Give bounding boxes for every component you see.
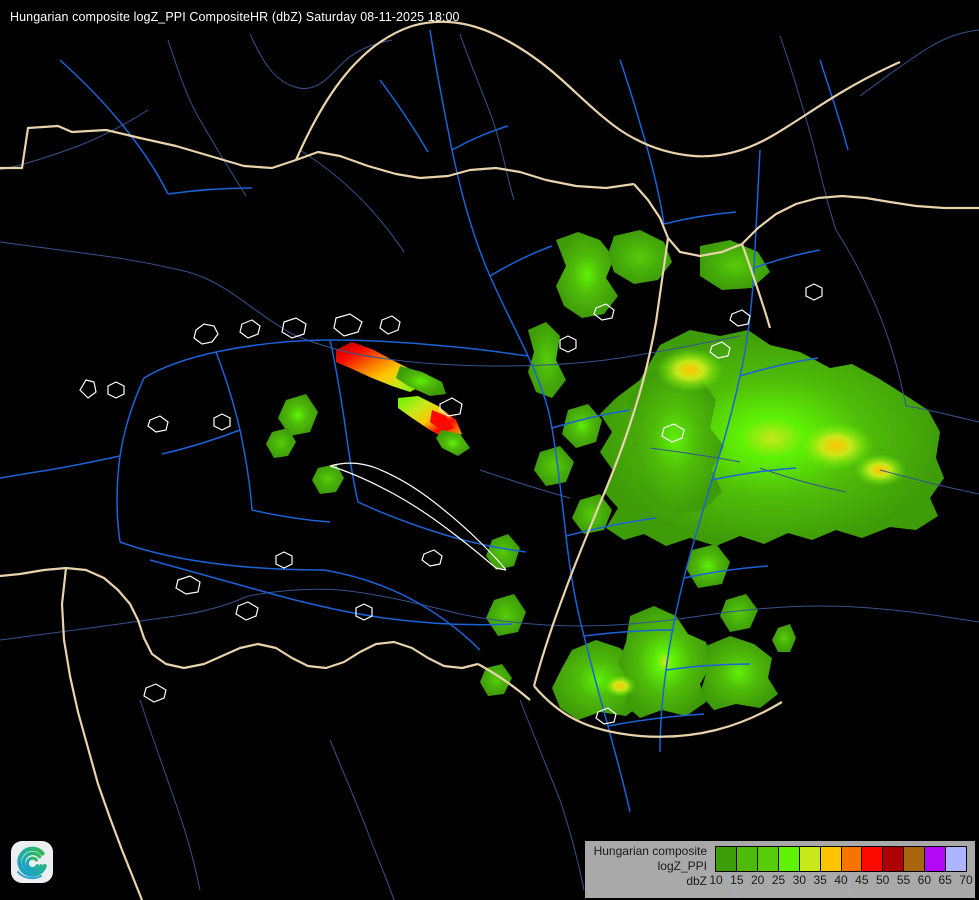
page-title: Hungarian composite logZ_PPI CompositeHR… [10, 10, 460, 24]
tick-label-15: 15 [730, 873, 744, 887]
tick-label-10: 10 [709, 873, 723, 887]
admin-boundary-layer [0, 29, 979, 900]
legend-panel: Hungarian composite logZ_PPI dbZ 10 15 20 2… [585, 841, 975, 898]
echo-blob-west-1 [278, 394, 318, 436]
echo-south-cluster-far-e [772, 624, 796, 652]
echo-mid-blob-b [534, 446, 574, 486]
echo-northeast-extension [626, 366, 724, 514]
tick-label-25: 25 [771, 873, 786, 887]
echo-mid-blob-e [486, 534, 520, 570]
echo-south-yellow-core [604, 675, 636, 697]
national-border-layer [0, 20, 979, 900]
legend-caption-line-2: logZ_PPI [657, 859, 707, 873]
color-bar-tick-labels: 10 15 20 25 30 35 40 45 50 55 60 65 70 [709, 873, 972, 891]
echo-ne-yellow-core-2 [798, 422, 874, 470]
tick-label-35: 35 [813, 873, 827, 887]
echo-central-storm-core [430, 410, 454, 432]
lake-layer [79, 283, 823, 725]
echo-south-cluster-ne [720, 594, 758, 632]
precipitation-echo-layer [266, 230, 944, 720]
echo-ne-lobe-north [556, 232, 618, 318]
legend-caption-line-1: Hungarian composite [593, 844, 707, 858]
legend-captions: Hungarian composite logZ_PPI dbZ [585, 841, 711, 889]
color-swatch-50-55[interactable] [883, 847, 905, 871]
tick-label-45: 45 [855, 873, 869, 887]
color-swatch-60-65[interactable] [925, 847, 947, 871]
tick-label-55: 55 [896, 873, 911, 887]
echo-blob-west-3 [312, 464, 344, 494]
echo-northwest-storm-tail [396, 366, 446, 396]
echo-ne-yellow-core-1 [656, 348, 724, 392]
color-swatch-45-50[interactable] [862, 847, 884, 871]
echo-south-cluster-mid [618, 606, 712, 718]
spiral-logo[interactable] [9, 839, 55, 885]
echo-mid-blob-f [486, 594, 526, 636]
color-swatch-65-70[interactable] [946, 847, 967, 871]
echo-mid-blob-c [572, 494, 612, 534]
echo-north-central-band [528, 322, 566, 398]
tick-label-30: 30 [792, 873, 807, 887]
echo-mid-blob-a [562, 404, 602, 448]
tick-label-70: 70 [959, 873, 973, 887]
echo-south-cluster-east [700, 636, 778, 710]
color-swatch-35-40[interactable] [820, 847, 842, 871]
tick-label-50: 50 [875, 873, 890, 887]
tick-label-65: 65 [938, 873, 952, 887]
tick-label-20: 20 [750, 873, 765, 887]
legend-caption-line-3: dbZ [686, 874, 707, 888]
color-swatch-20-25[interactable] [757, 847, 779, 871]
echo-central-storm-foot [436, 430, 470, 456]
tick-label-60: 60 [917, 873, 932, 887]
echo-ne-lobe-north2 [608, 230, 672, 284]
color-swatch-55-60[interactable] [904, 847, 926, 871]
echo-mid-blob-d [686, 544, 730, 588]
color-swatch-30-35[interactable] [799, 847, 821, 871]
color-bar[interactable] [715, 846, 967, 872]
color-swatch-25-30[interactable] [778, 847, 800, 871]
echo-mid-blob-g [480, 664, 512, 696]
color-swatch-10-15[interactable] [716, 847, 737, 871]
legend-scale: 10 15 20 25 30 35 40 45 50 55 60 65 70 [709, 841, 973, 891]
tick-label-40: 40 [834, 873, 848, 887]
color-swatch-15-20[interactable] [736, 847, 758, 871]
echo-blob-west-2 [266, 428, 296, 458]
color-swatch-40-45[interactable] [841, 847, 863, 871]
spiral-logo-icon [11, 841, 53, 883]
